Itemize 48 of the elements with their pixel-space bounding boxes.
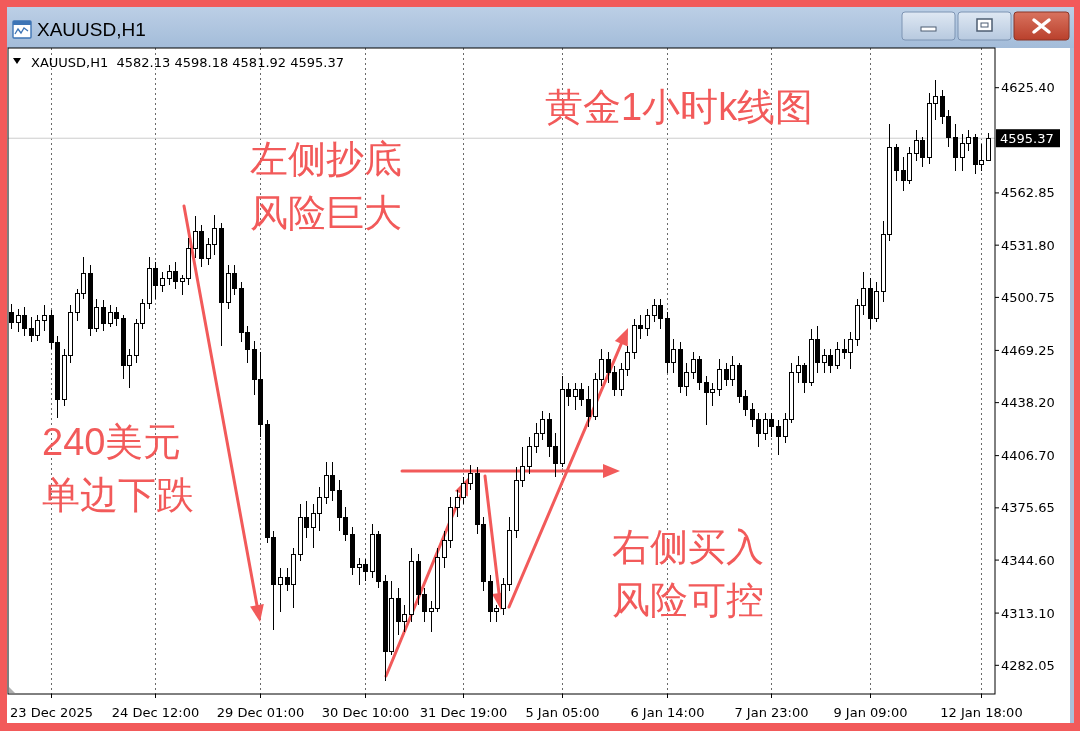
candlestick [42, 304, 47, 332]
x-tick-label: 6 Jan 14:00 [630, 704, 705, 720]
text: XAUUSD,H1 4582.13 4598.18 4581.92 4595.37 [31, 54, 344, 70]
candlestick [468, 464, 473, 491]
annotation: 240美元 [42, 421, 182, 463]
annotation: 风险巨大 [250, 192, 402, 234]
candlestick [219, 222, 224, 347]
x-tick-label: 12 Jan 18:00 [940, 704, 1023, 720]
x-tick-label: 24 Dec 12:00 [111, 704, 200, 720]
candlestick [986, 132, 991, 162]
candlestick [160, 271, 165, 293]
candlestick [776, 419, 781, 456]
candlestick [101, 299, 106, 332]
y-tick-label: 4438.20 [1001, 395, 1055, 411]
candlestick [527, 436, 532, 475]
candlestick [645, 308, 650, 337]
x-tick-label: 29 Dec 01:00 [216, 704, 305, 720]
y-tick-label: 4344.60 [1001, 552, 1055, 568]
y-tick-label: 4313.10 [1001, 605, 1055, 621]
annotation: 左侧抄底 [250, 138, 402, 180]
y-tick-label: 4562.85 [1001, 185, 1055, 201]
candlestick [350, 526, 355, 576]
candlestick [835, 341, 840, 370]
x-tick-label: 30 Dec 10:00 [321, 704, 410, 720]
y-tick-label: 4531.80 [1001, 237, 1055, 253]
x-tick-label: 9 Jan 09:00 [833, 704, 908, 720]
candlestick [409, 547, 414, 623]
annotation: 黄金1小时k线图 [545, 86, 814, 128]
x-tick-label: 5 Jan 05:00 [525, 704, 600, 720]
y-tick-label: 4500.75 [1001, 289, 1055, 305]
x-tick-label: 23 Dec 2025 [9, 704, 94, 720]
y-tick-label: 4282.05 [1001, 657, 1055, 673]
annotation: 单边下跌 [42, 474, 194, 516]
candlestick [953, 123, 958, 172]
candlestick [586, 385, 591, 428]
candlestick [278, 567, 283, 613]
y-tick-label: 4625.40 [1001, 80, 1055, 96]
y-tick-label: 4375.65 [1001, 500, 1055, 516]
x-tick-label: 7 Jan 23:00 [734, 704, 809, 720]
annotation: 风险可控 [612, 579, 764, 621]
annotation: 右侧买入 [612, 526, 764, 568]
y-tick-label: 4469.25 [1001, 342, 1055, 358]
y-tick-label: 4406.70 [1001, 448, 1055, 464]
candlestick [717, 358, 722, 397]
ref-line-label: 4595.37 [1000, 130, 1054, 146]
x-tick-label: 31 Dec 19:00 [419, 704, 508, 720]
chart-title: XAUUSD,H1 [37, 19, 146, 40]
candlestick [894, 143, 899, 182]
